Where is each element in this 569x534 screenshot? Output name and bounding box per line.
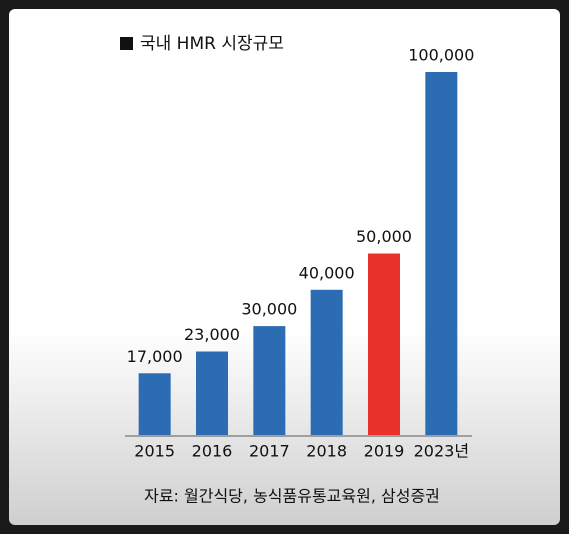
x-tick-label: 2016 (192, 442, 233, 461)
x-tick-label: 2015 (134, 442, 175, 461)
x-tick-label: 2017 (249, 442, 290, 461)
bar (196, 351, 228, 435)
bar (425, 72, 458, 435)
bar (138, 373, 171, 435)
value-label: 23,000 (184, 325, 240, 344)
chart-title: 국내 HMR 시장규모 (140, 34, 284, 54)
bar (253, 326, 286, 435)
value-label: 17,000 (127, 347, 183, 366)
x-tick-label: 2018 (306, 442, 347, 461)
bar (310, 289, 343, 435)
x-tick-label: 2019 (364, 442, 405, 461)
value-label: 40,000 (299, 263, 355, 282)
value-label: 100,000 (408, 46, 474, 65)
value-label: 50,000 (356, 227, 412, 246)
title-marker (120, 37, 133, 50)
x-tick-label: 2023년 (414, 442, 469, 461)
source-note: 자료: 월간식당, 농식품유통교육원, 삼성증권 (144, 487, 440, 506)
bar (368, 253, 400, 435)
value-label: 30,000 (241, 300, 297, 319)
